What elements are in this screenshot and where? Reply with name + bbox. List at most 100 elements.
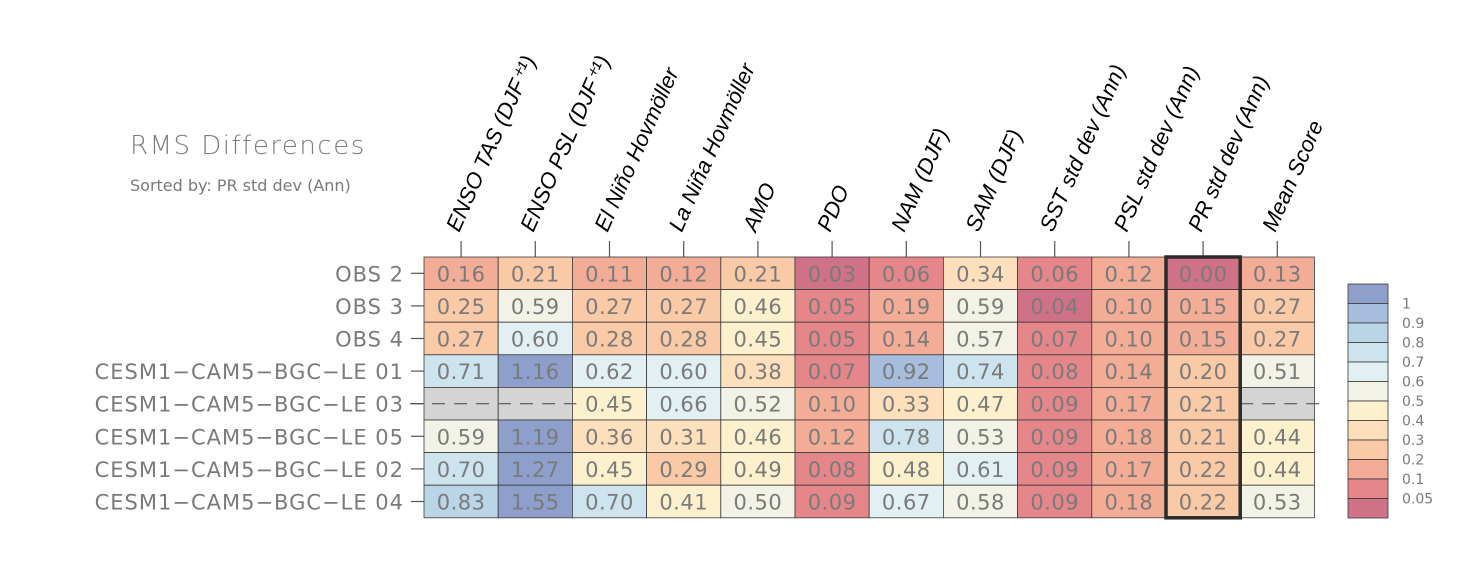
cell-value: 0.53 [1253,491,1302,515]
heatmap-cell [423,419,499,453]
column-label: PDO [812,181,854,235]
cell-value: 0.27 [1253,328,1302,352]
cell-value: 0.18 [1105,491,1154,515]
heatmap-cell [943,289,1019,323]
heatmap-cell [720,354,796,388]
cell-value: 0.45 [734,328,783,352]
cell-value: 0.74 [956,360,1005,384]
cell-value: 0.41 [659,491,708,515]
cell-value: 0.71 [437,360,486,384]
cell-value: 0.20 [1179,360,1228,384]
cell-value: 0.44 [1253,425,1302,449]
cell-value: 0.27 [1253,295,1302,319]
cell-value: 0.33 [882,393,931,417]
heatmap-cell [1165,386,1241,421]
heatmap-cell [720,386,796,421]
cell-value: 0.12 [659,262,708,286]
heatmap-cell [423,484,499,519]
cell-value: 0.15 [1179,328,1228,352]
cell-value: 0.10 [1105,328,1154,352]
heatmap-cell [868,419,944,453]
heatmap-cell [868,354,944,388]
heatmap-cell [868,386,944,421]
heatmap-cell [1239,256,1315,290]
cell-value: 1.19 [511,425,560,449]
heatmap-cell [572,484,648,519]
cell-value: 0.21 [734,262,783,286]
cell-value: 0.10 [808,393,857,417]
heatmap-cell [1017,289,1093,323]
column-label: Mean Score [1257,116,1328,235]
heatmap-cell [1165,484,1241,519]
heatmap-cell [646,289,722,323]
colorbar-tick-label: 0.6 [1402,375,1424,391]
colorbar-tick-label: 0.8 [1402,336,1424,352]
cell-value: 0.00 [1179,262,1228,286]
colorbar-bin [1347,459,1389,480]
heatmap-cell [1017,419,1093,453]
heatmap-cell [497,484,573,519]
cell-value: 0.21 [1179,393,1228,417]
cell-value: 0.46 [734,425,783,449]
colorbar-bin [1347,322,1389,343]
cell-value: 0.47 [956,393,1005,417]
heatmap-cell [1165,321,1241,356]
cell-value: 0.78 [882,425,931,449]
cell-value: 0.18 [1105,425,1154,449]
colorbar-tick-label: 0.7 [1402,355,1424,371]
row-label: OBS 3 [335,295,404,319]
cell-value: 0.07 [1030,328,1079,352]
cell-value: 0.31 [659,425,708,449]
heatmap-cell [1017,484,1093,519]
row-label: OBS 4 [335,328,404,352]
colorbar-bin [1347,498,1389,519]
row-label: CESM1−CAM5−BGC−LE 01 [95,360,404,384]
colorbar-bin [1347,283,1389,304]
heatmap-cell [868,289,944,323]
heatmap-cell [497,289,573,323]
chart-title: RMS Differences [130,131,366,161]
row-label: CESM1−CAM5−BGC−LE 03 [95,393,404,417]
heatmap-cell [1091,289,1167,323]
heatmap-cell [794,354,870,388]
cell-value: 0.38 [734,360,783,384]
cell-value: 0.03 [808,262,857,286]
colorbar-bin [1347,420,1389,441]
heatmap-cell [646,484,722,519]
row-label: OBS 2 [335,262,404,286]
heatmap-cell [943,256,1019,290]
colorbar-tick-label: 0.5 [1402,394,1424,410]
cell-value: 0.59 [956,295,1005,319]
heatmap-cell [646,419,722,453]
heatmap-cells: 0.16 0.21 0.11 0.12 0.21 0.03 0.06 0.34 0.06 0.12… [410,255,1327,520]
cell-value: 0.51 [1253,360,1302,384]
colorbar-bin [1347,303,1389,324]
colorbar-bin [1347,478,1389,499]
cell-value: 0.53 [956,425,1005,449]
heatmap-cell [1091,452,1167,486]
column-labels: ENSO TAS (DJF⁺¹)ENSO PSL (DJF⁺¹)El Niño … [441,52,1328,257]
cell-value: 0.11 [585,262,634,286]
cell-value: 0.92 [882,360,931,384]
colorbar-tick-label: 1 [1402,297,1411,313]
heatmap-cell [720,484,796,519]
heatmap-cell [720,452,796,486]
cell-value: 0.46 [734,295,783,319]
heatmap-cell [1239,354,1315,388]
colorbar-bin [1347,342,1389,363]
highlighted-column-frame [1164,255,1242,520]
colorbar-bin [1347,400,1389,421]
cell-value: 0.57 [956,328,1005,352]
cell-value: 0.12 [1105,262,1154,286]
cell-value: 0.13 [1253,262,1302,286]
heatmap-cell [1091,484,1167,519]
heatmap-cell [720,256,796,290]
cell-value: 0.28 [659,328,708,352]
colorbar: 1 0.9 0.8 0.7 0.6 0.5 0.4 0.3 0.2 0.1 0.05 [1347,283,1433,519]
colorbar-tick-label: 0.2 [1402,453,1424,469]
cell-value: 0.66 [659,393,708,417]
heatmap-cell [794,289,870,323]
column-label: NAM (DJF) [886,124,954,235]
cell-value: 0.14 [882,328,931,352]
cell-value: 0.06 [1030,262,1079,286]
